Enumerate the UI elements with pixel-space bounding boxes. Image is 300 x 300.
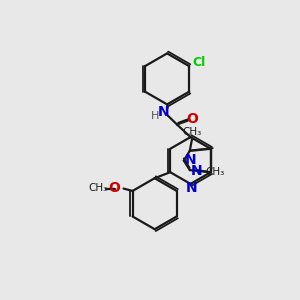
Text: O: O <box>109 181 121 195</box>
Text: H: H <box>151 111 159 122</box>
Text: CH₃: CH₃ <box>182 127 202 137</box>
Text: Cl: Cl <box>193 56 206 69</box>
Text: CH₃: CH₃ <box>88 183 108 193</box>
Text: N: N <box>185 181 197 195</box>
Text: N: N <box>184 153 196 166</box>
Text: CH₃: CH₃ <box>206 167 225 177</box>
Text: N: N <box>190 164 202 178</box>
Text: N: N <box>158 106 169 119</box>
Text: O: O <box>186 112 198 126</box>
